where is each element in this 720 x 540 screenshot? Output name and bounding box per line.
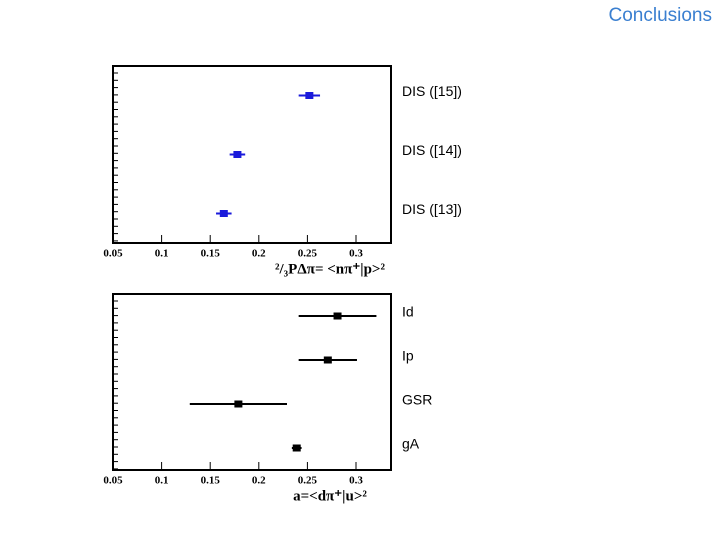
x-axis-label: ²/₃PΔπ= <nπ⁺|p>² [275, 261, 385, 277]
category-label: DIS ([15]) [402, 83, 462, 99]
plot-frame [112, 65, 392, 244]
x-tick-label: 0.3 [349, 248, 363, 260]
category-label: DIS ([14]) [402, 142, 462, 158]
x-tick-label: 0.05 [103, 248, 123, 260]
point [292, 444, 301, 452]
x-tick-label: 0.2 [252, 475, 266, 487]
x-axis-label: a=<dπ⁺|u>² [293, 488, 367, 504]
category-label: gA [402, 436, 420, 452]
x-tick-label: 0.1 [155, 248, 169, 260]
point [234, 400, 243, 408]
category-label: DIS ([13]) [402, 201, 462, 217]
x-tick-label: 0.25 [298, 248, 318, 260]
point [233, 151, 242, 158]
plot-frame [112, 293, 392, 471]
x-tick-label: 0.15 [201, 248, 221, 260]
x-tick-label: 0.05 [103, 475, 123, 487]
x-tick-label: 0.3 [349, 475, 363, 487]
point [323, 356, 332, 364]
point [219, 210, 228, 217]
x-tick-label: 0.1 [155, 475, 169, 487]
x-tick-label: 0.25 [298, 475, 318, 487]
point [305, 92, 314, 99]
category-label: Ip [402, 348, 414, 364]
point [333, 312, 342, 320]
x-tick-label: 0.2 [252, 248, 266, 260]
slide-title: Conclusions [609, 5, 713, 26]
category-label: GSR [402, 392, 432, 408]
x-tick-label: 0.15 [201, 475, 221, 487]
category-label: Id [402, 304, 414, 320]
